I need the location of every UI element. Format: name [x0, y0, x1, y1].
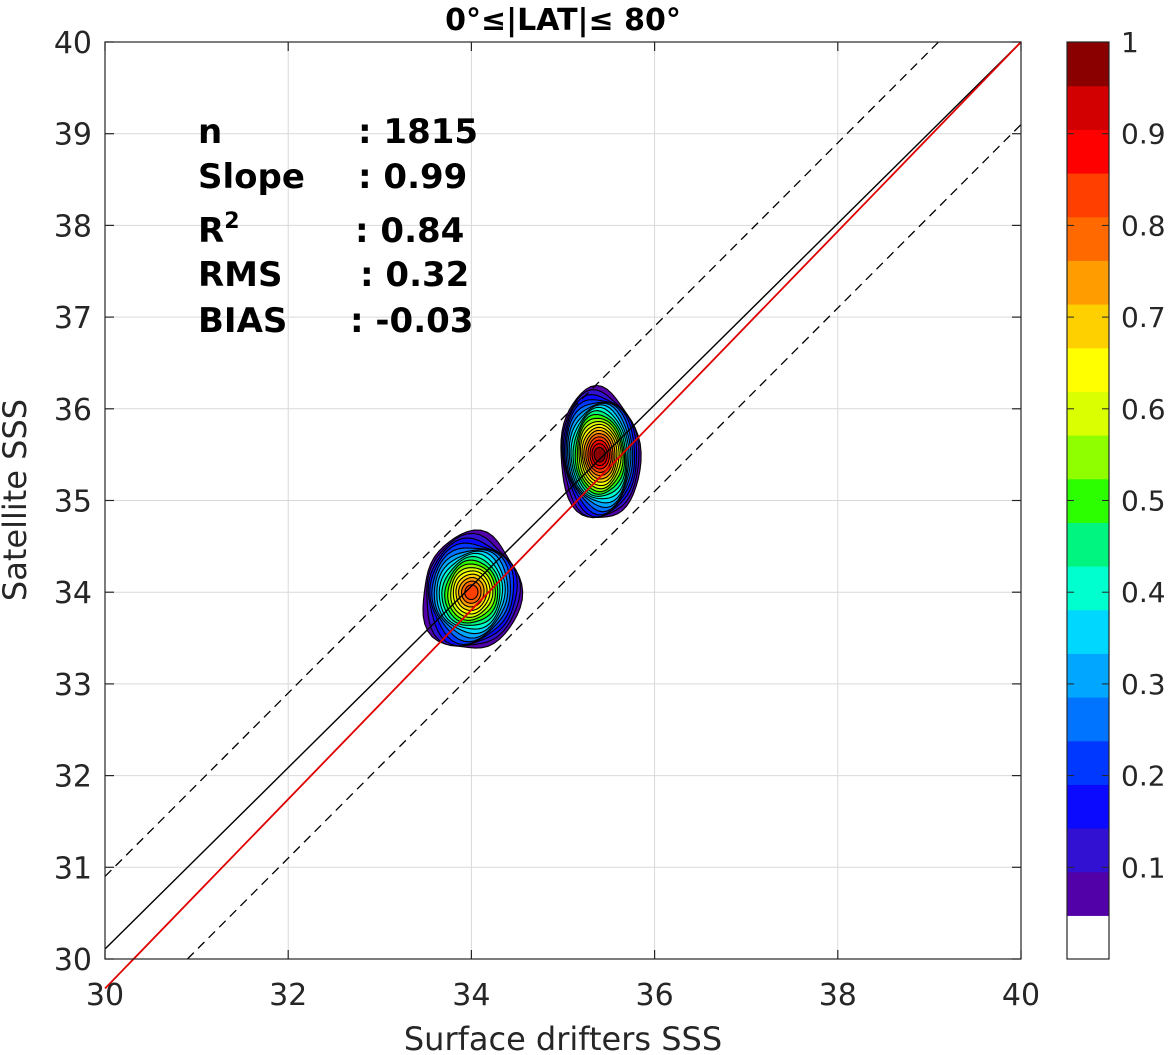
colorbar-tick-label: 0.6 [1121, 393, 1166, 426]
stat-label: R2 [198, 209, 240, 251]
stat-label: RMS [198, 255, 283, 295]
stat-value: : -0.03 [350, 301, 473, 341]
colorbar-tick-label: 0.1 [1121, 851, 1166, 884]
fit-line [104, 41, 1022, 990]
x-tick-label: 36 [636, 978, 674, 1013]
upper-offset-line [104, 41, 940, 877]
y-tick-label: 33 [54, 668, 92, 703]
chart-title: 0°≤|LAT|≤ 80° [445, 3, 681, 38]
colorbar: 0.1 0.2 0.3 0.4 0.5 0.6 0.7 0.8 0.9 1 [1066, 26, 1166, 960]
one-to-one-line [104, 41, 1022, 950]
colorbar-tick-label: 0.8 [1121, 209, 1166, 242]
colorbar-tick-label: 0.3 [1121, 668, 1166, 701]
colorbar-segment [1067, 697, 1109, 742]
stat-value: : 0.99 [358, 157, 467, 197]
stat-value: : 0.32 [360, 255, 469, 295]
y-tick-label: 35 [54, 485, 92, 520]
colorbar-segment [1067, 216, 1109, 261]
x-tick-label: 38 [819, 978, 857, 1013]
colorbar-segment [1067, 347, 1109, 392]
stat-row: BIAS : -0.03 [198, 301, 473, 341]
stat-row: R2 : 0.84 [198, 209, 464, 251]
colorbar-tick-label: 0.2 [1121, 760, 1166, 793]
y-tick-label: 40 [54, 26, 92, 61]
density-contours [422, 384, 642, 649]
stats-box: n : 1815 Slope : 0.99 R2 : 0.84 RMS : 0.32 BIAS:… [198, 112, 478, 341]
colorbar-segment [1067, 129, 1109, 174]
x-tick-label: 34 [452, 978, 490, 1013]
colorbar-tick-label: 0.4 [1121, 576, 1166, 609]
stat-label: Slope [198, 157, 305, 197]
y-tick-label: 39 [54, 118, 92, 153]
colorbar-segment [1067, 435, 1109, 480]
y-tick-label: 32 [54, 760, 92, 795]
colorbar-segment [1067, 915, 1109, 960]
colorbar-segment [1067, 42, 1109, 87]
reference-lines [104, 41, 1022, 990]
density-cluster [560, 384, 642, 519]
colorbar-segment [1067, 653, 1109, 698]
gridlines [105, 42, 1021, 959]
colorbar-segment [1067, 304, 1109, 349]
colorbar-segment [1067, 85, 1109, 130]
stat-value: : 1815 [358, 112, 478, 152]
density-cluster [422, 529, 524, 649]
colorbar-segment [1067, 173, 1109, 218]
colorbar-segment [1067, 609, 1109, 654]
x-tick-label: 40 [1002, 978, 1040, 1013]
y-tick-label: 31 [54, 851, 92, 886]
stat-value: : 0.84 [355, 211, 464, 251]
y-tick-label: 36 [54, 393, 92, 428]
y-axis-label: Satellite SSS [0, 399, 34, 601]
x-tick-label: 32 [269, 978, 307, 1013]
colorbar-tick-label: 0.9 [1121, 118, 1166, 151]
colorbar-segment [1067, 828, 1109, 873]
y-tick-label: 30 [54, 943, 92, 978]
y-tick-label: 34 [54, 576, 92, 611]
y-tick-label: 37 [54, 301, 92, 336]
contour-level [593, 446, 606, 463]
colorbar-segment [1067, 740, 1109, 785]
colorbar-segment [1067, 391, 1109, 436]
colorbar-segment [1067, 566, 1109, 611]
colorbar-segment [1067, 522, 1109, 567]
colorbar-segment [1067, 871, 1109, 916]
x-tick-label: 30 [86, 978, 124, 1013]
stat-row: n : 1815 [198, 112, 478, 152]
colorbar-tick-label: 0.7 [1121, 301, 1166, 334]
x-axis-label: Surface drifters SSS [404, 1020, 722, 1055]
y-tick-label: 38 [54, 209, 92, 244]
stat-label: n [198, 112, 222, 152]
lower-offset-line [186, 124, 1022, 960]
stat-label: BIAS [198, 301, 287, 341]
stat-row: Slope : 0.99 [198, 157, 467, 197]
axis-ticks [104, 41, 1022, 960]
stat-row: RMS : 0.32 [198, 255, 469, 295]
x-tick-labels: 30 32 34 36 38 40 [86, 978, 1040, 1013]
y-tick-labels: 30 31 32 33 34 35 36 37 38 39 40 [54, 26, 92, 978]
colorbar-tick-label: 1 [1121, 26, 1139, 59]
colorbar-segment [1067, 784, 1109, 829]
stat-label-superscript: 2 [224, 209, 239, 234]
colorbar-segment [1067, 260, 1109, 305]
colorbar-tick-label: 0.5 [1121, 485, 1166, 518]
